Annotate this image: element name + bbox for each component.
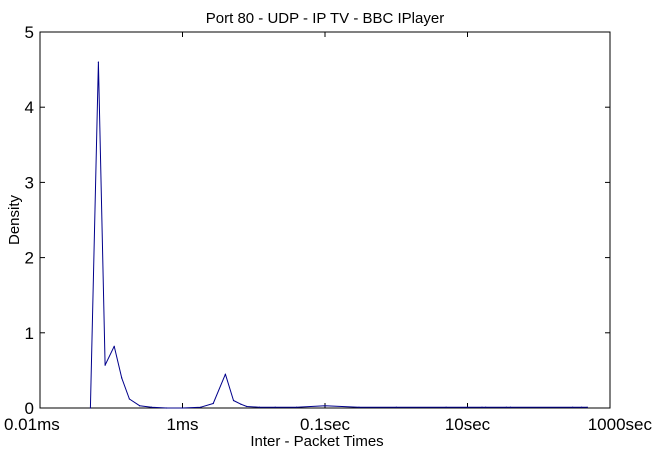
data-point bbox=[586, 406, 588, 408]
data-point bbox=[128, 398, 130, 400]
data-point bbox=[481, 406, 483, 408]
data-point bbox=[139, 405, 141, 407]
data-point bbox=[324, 405, 326, 407]
y-tick-label: 0 bbox=[25, 399, 34, 418]
x-axis-label: Inter - Packet Times bbox=[250, 433, 383, 450]
data-point bbox=[151, 406, 153, 408]
data-point bbox=[181, 407, 184, 409]
y-tick-label: 5 bbox=[25, 23, 34, 42]
data-point bbox=[358, 406, 360, 408]
plot-area bbox=[39, 31, 611, 409]
data-point bbox=[296, 406, 298, 408]
data-point bbox=[466, 406, 469, 408]
data-point bbox=[485, 406, 487, 408]
chart-title: Port 80 - UDP - IP TV - BBC IPlayer bbox=[206, 10, 444, 27]
data-point bbox=[572, 406, 574, 408]
data-point bbox=[240, 403, 242, 405]
data-point bbox=[274, 406, 276, 408]
data-point bbox=[200, 406, 202, 408]
x-tick-label: 10sec bbox=[445, 415, 491, 434]
x-tick-label: 0.1sec bbox=[300, 415, 351, 434]
data-point bbox=[166, 407, 168, 409]
data-point bbox=[113, 345, 115, 347]
y-tick-label: 3 bbox=[25, 173, 34, 192]
data-point bbox=[505, 406, 507, 408]
data-point bbox=[445, 406, 447, 408]
y-tick-label: 4 bbox=[25, 98, 34, 117]
y-axis-ticks: 0 1 2 3 4 5 bbox=[25, 23, 610, 418]
data-point bbox=[104, 364, 106, 366]
x-tick-label: 1ms bbox=[166, 415, 198, 434]
x-tick-label: 1000sec bbox=[588, 415, 653, 434]
x-axis-ticks: 0.01ms 1ms 0.1sec 10sec 1000sec bbox=[4, 32, 652, 434]
data-point bbox=[509, 406, 511, 408]
series-layer bbox=[89, 61, 588, 409]
data-point bbox=[395, 406, 397, 408]
data-point bbox=[97, 61, 99, 63]
data-point bbox=[232, 399, 235, 402]
x-tick-label: 0.01ms bbox=[4, 415, 60, 434]
data-point bbox=[581, 406, 583, 408]
data-point bbox=[258, 406, 260, 408]
y-tick-label: 2 bbox=[25, 249, 34, 268]
data-point bbox=[212, 402, 214, 405]
y-tick-label: 1 bbox=[25, 324, 34, 343]
data-point bbox=[89, 407, 91, 409]
data-point bbox=[121, 377, 123, 379]
data-point bbox=[224, 373, 226, 375]
y-axis-label: Density bbox=[6, 194, 23, 245]
data-point bbox=[246, 405, 248, 408]
